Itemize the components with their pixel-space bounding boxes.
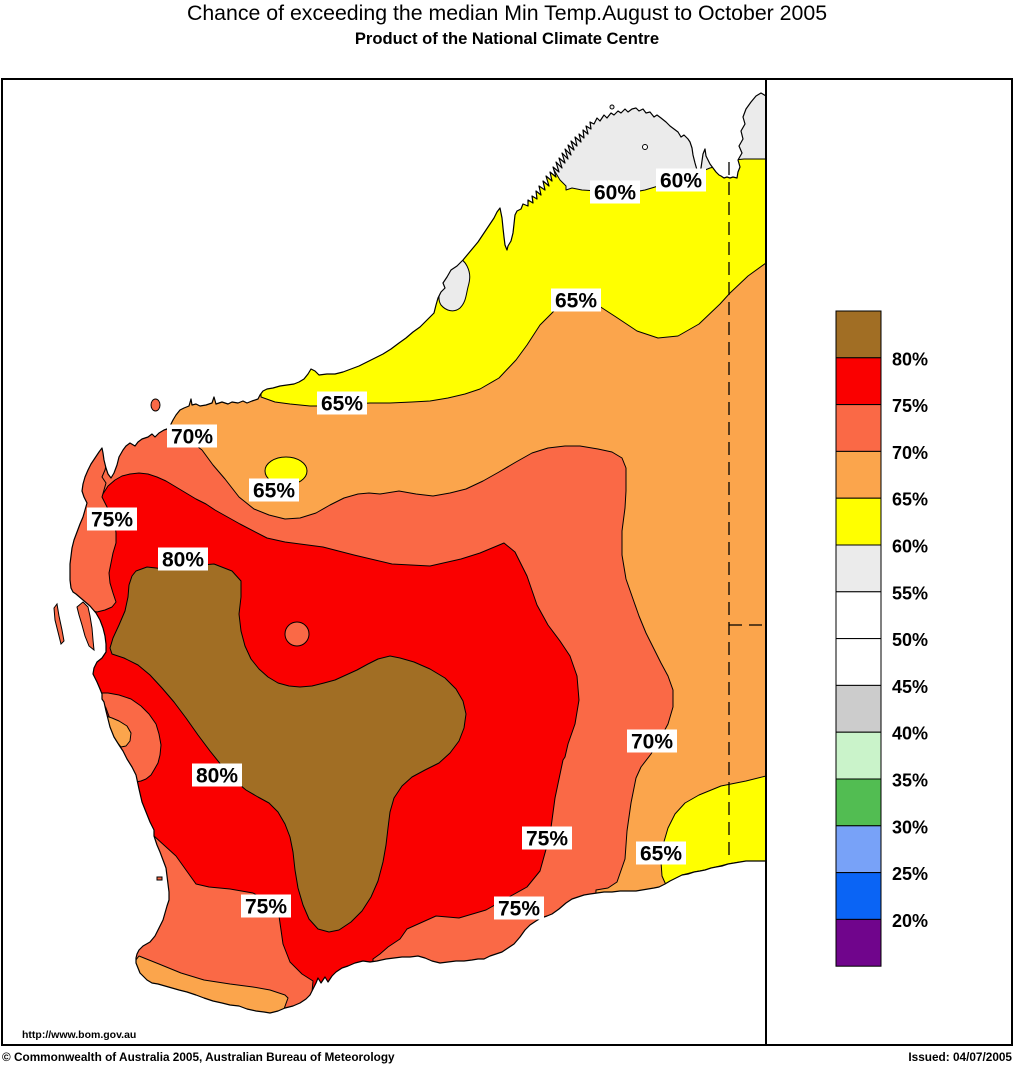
svg-text:20%: 20%: [892, 911, 928, 931]
svg-text:Product of the National Climat: Product of the National Climate Centre: [355, 29, 659, 48]
svg-text:65%: 65%: [253, 480, 295, 503]
svg-text:60%: 60%: [660, 170, 702, 193]
svg-text:65%: 65%: [640, 843, 682, 866]
svg-text:30%: 30%: [892, 817, 928, 837]
svg-text:45%: 45%: [892, 677, 928, 697]
svg-text:60%: 60%: [892, 537, 928, 557]
svg-text:80%: 80%: [196, 765, 238, 788]
svg-text:Issued: 04/07/2005: Issued: 04/07/2005: [908, 1050, 1012, 1064]
svg-text:70%: 70%: [171, 426, 213, 449]
svg-text:80%: 80%: [162, 549, 204, 572]
svg-text:© Commonwealth of Australia 20: © Commonwealth of Australia 2005, Austra…: [2, 1050, 395, 1064]
svg-text:40%: 40%: [892, 724, 928, 744]
svg-text:70%: 70%: [892, 443, 928, 463]
svg-text:80%: 80%: [892, 349, 928, 369]
svg-text:70%: 70%: [631, 731, 673, 754]
svg-text:75%: 75%: [245, 896, 287, 919]
svg-text:75%: 75%: [91, 509, 133, 532]
svg-text:75%: 75%: [526, 828, 568, 851]
svg-text:75%: 75%: [892, 396, 928, 416]
svg-text:35%: 35%: [892, 771, 928, 791]
svg-text:65%: 65%: [555, 290, 597, 313]
svg-text:Chance of exceeding the median: Chance of exceeding the median Min Temp.…: [187, 1, 827, 25]
svg-text:25%: 25%: [892, 864, 928, 884]
svg-text:65%: 65%: [892, 490, 928, 510]
svg-text:75%: 75%: [498, 898, 540, 921]
svg-text:65%: 65%: [321, 393, 363, 416]
svg-text:50%: 50%: [892, 630, 928, 650]
svg-text:60%: 60%: [594, 182, 636, 205]
svg-text:55%: 55%: [892, 583, 928, 603]
svg-text:http://www.bom.gov.au: http://www.bom.gov.au: [22, 1029, 136, 1041]
